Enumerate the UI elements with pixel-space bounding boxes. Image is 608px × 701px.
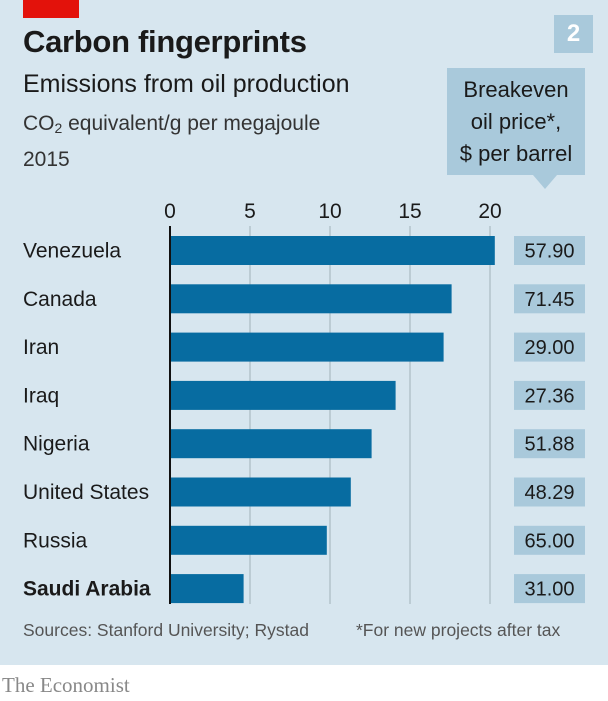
price-label: 71.45 [524, 289, 574, 311]
x-tick-label: 5 [244, 200, 256, 223]
price-label: 48.29 [524, 482, 574, 504]
price-labels: 57.90 71.45 29.00 27.36 51.88 48.29 65.00 31.00 [514, 236, 585, 604]
price-box [514, 574, 585, 604]
price-box [514, 380, 585, 410]
bar-chart: 0 5 10 15 20 Venezuela Canada Iran Iraq Nigeria U… [23, 200, 585, 604]
price-label: 65.00 [524, 530, 574, 552]
bar [170, 332, 444, 362]
x-tick-label: 20 [478, 200, 501, 223]
price-label: 29.00 [524, 337, 574, 359]
category-label: Iran [23, 336, 59, 359]
category-label: Iraq [23, 384, 59, 407]
category-label: Saudi Arabia [23, 578, 151, 601]
chart-title: Carbon fingerprints [23, 24, 307, 59]
chart-units: CO2 equivalent/g per megajoule 2015 [23, 108, 320, 176]
units-subscript: 2 [54, 120, 63, 136]
price-label: 27.36 [524, 385, 574, 407]
category-label: Canada [23, 288, 97, 311]
callout-line-3: $ per barrel [459, 140, 573, 166]
callout-line-2: oil price*, [470, 108, 562, 134]
bar [170, 525, 327, 555]
bar [170, 477, 351, 507]
sources-note: Sources: Stanford University; Rystad [23, 620, 309, 640]
category-label: Nigeria [23, 433, 90, 456]
economist-red-tab [23, 0, 79, 18]
bar [170, 574, 244, 604]
breakeven-callout: Breakeven oil price*, $ per barrel [447, 68, 585, 175]
x-tick-label: 0 [164, 200, 176, 223]
chart-number-badge: 2 [554, 15, 593, 53]
callout-pointer [533, 175, 557, 189]
bar [170, 380, 396, 410]
chart-subtitle: Emissions from oil production [23, 70, 350, 98]
price-box [514, 429, 585, 459]
price-label: 31.00 [524, 579, 574, 601]
x-axis-ticks: 0 5 10 15 20 [164, 200, 502, 223]
price-label: 51.88 [524, 434, 574, 456]
category-label: Russia [23, 529, 88, 552]
category-label: Venezuela [23, 240, 121, 263]
price-label: 57.90 [524, 241, 574, 263]
category-labels: Venezuela Canada Iran Iraq Nigeria United Sta… [23, 240, 151, 601]
chart-year: 2015 [23, 148, 70, 171]
price-box [514, 477, 585, 507]
price-box [514, 332, 585, 362]
x-tick-label: 10 [318, 200, 341, 223]
bar [170, 429, 372, 459]
category-label: United States [23, 481, 149, 504]
units-suffix: equivalent/g per megajoule [62, 112, 321, 135]
bars [170, 236, 495, 604]
bar [170, 284, 452, 314]
units-prefix: CO [23, 112, 55, 135]
x-tick-label: 15 [398, 200, 421, 223]
callout-line-1: Breakeven [463, 76, 569, 102]
price-box [514, 525, 585, 555]
price-box [514, 236, 585, 265]
footnote-asterisk: *For new projects after tax [356, 620, 561, 640]
price-box [514, 284, 585, 314]
bar [170, 236, 495, 265]
brand-wordmark: The Economist [2, 673, 130, 697]
